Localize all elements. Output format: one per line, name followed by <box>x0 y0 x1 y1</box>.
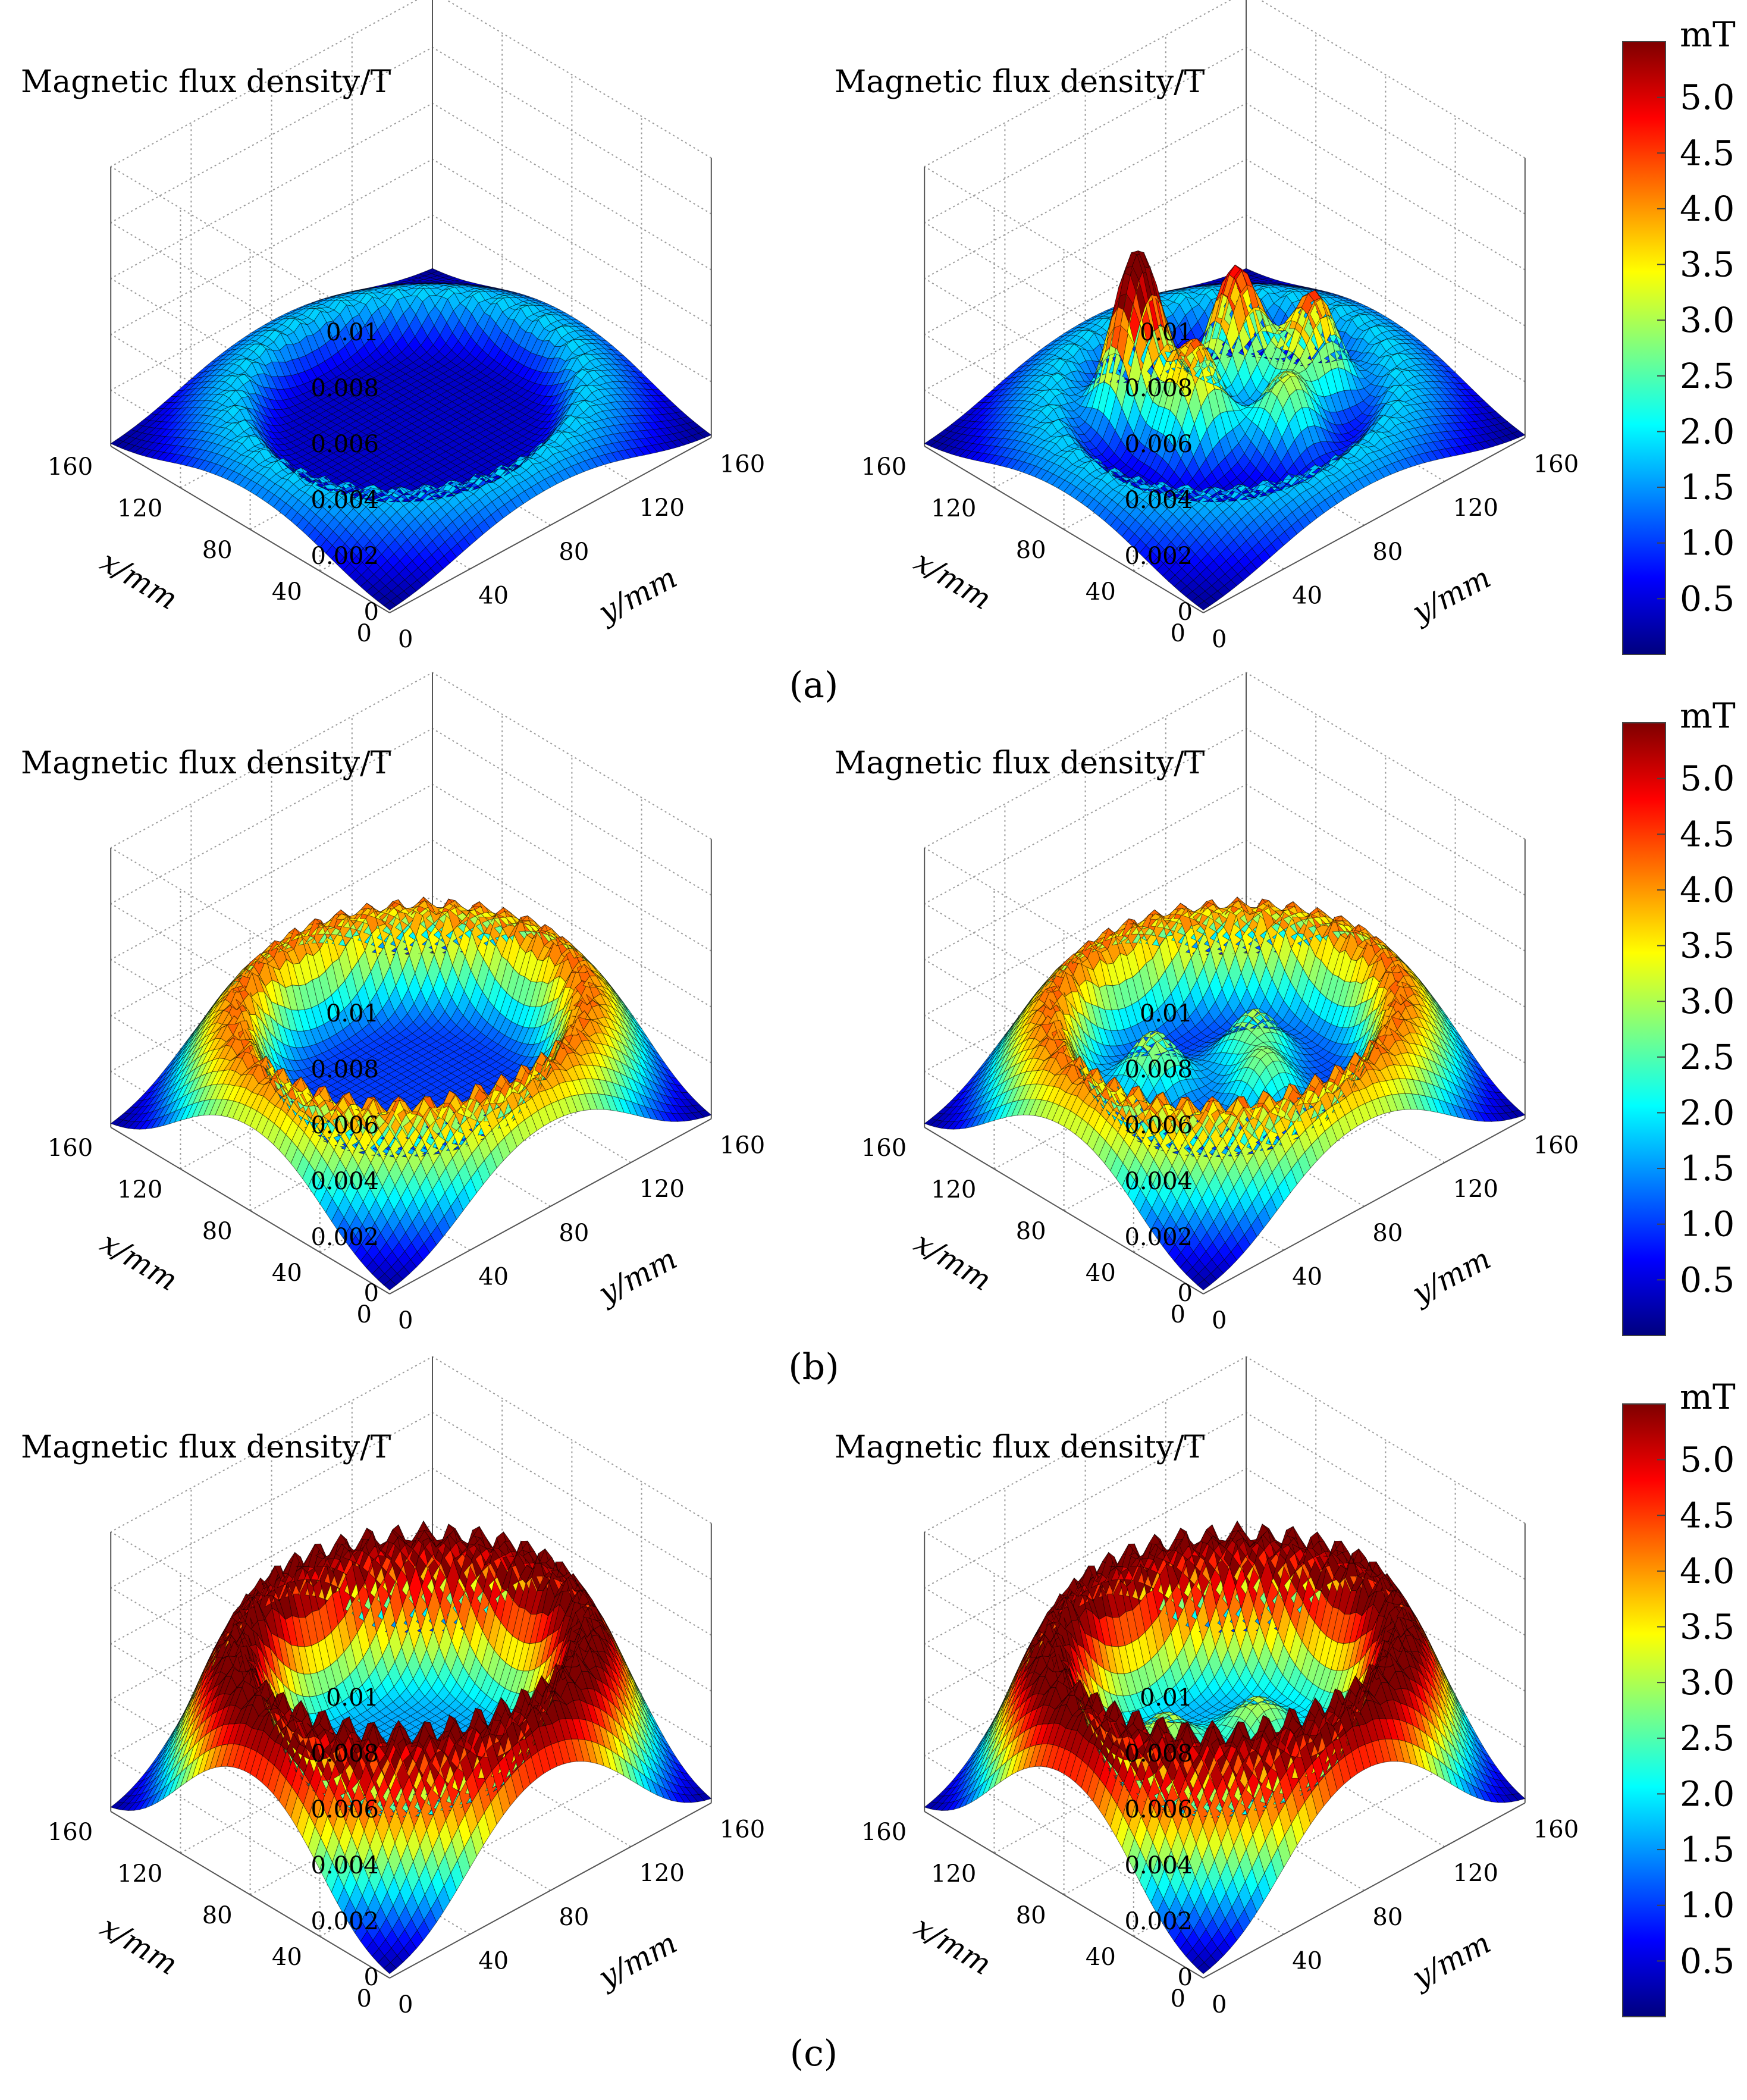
y-tick-label: 160 <box>1533 451 1579 478</box>
x-tick-label: 160 <box>861 453 907 481</box>
z-tick-label: 0.006 <box>1124 431 1193 458</box>
y-tick-label: 120 <box>639 494 685 522</box>
z-tick-label: 0.004 <box>310 487 379 514</box>
y-tick-label: 40 <box>1292 582 1322 609</box>
z-tick-label: 0.01 <box>1140 319 1193 346</box>
x-tick-label: 80 <box>1016 537 1046 564</box>
z-tick-label: 0.002 <box>1124 543 1193 570</box>
y-axis-label: y/mm <box>1406 560 1497 631</box>
y-tick-label: 160 <box>720 451 765 478</box>
z-tick-label: 0.01 <box>326 319 379 346</box>
y-tick-label: 80 <box>559 538 589 566</box>
y-axis-label: y/mm <box>592 560 683 631</box>
panel-a-right: 00.0020.0040.0060.0080.01040801201600408… <box>835 0 1579 653</box>
surface <box>110 896 712 1291</box>
panel-b-left: 00.0020.0040.0060.0080.01040801201600408… <box>21 672 765 1334</box>
x-axis-label: x/mm <box>95 544 184 617</box>
x-tick-label: 0 <box>357 620 372 647</box>
x-axis-line <box>110 446 390 613</box>
z-gridline-left <box>110 166 390 334</box>
surface <box>924 250 1526 611</box>
y-tick-label: 120 <box>1453 494 1498 522</box>
y-tick-label: 0 <box>1212 626 1227 653</box>
x-tick-label: 80 <box>202 537 233 564</box>
x-tick-label: 40 <box>272 578 302 606</box>
x-tick-label: 160 <box>48 453 93 481</box>
z-gridline <box>110 102 712 279</box>
x-tick-label: 40 <box>1086 578 1116 606</box>
panel-title: Magnetic flux density/T <box>835 64 1205 100</box>
panel-a-left: 00.0020.0040.0060.0080.01040801201600408… <box>21 0 765 653</box>
axes <box>110 0 712 613</box>
x-tick-label: 120 <box>117 495 162 522</box>
y-tick-label: 40 <box>478 582 509 609</box>
y-tick-label: 80 <box>1372 538 1403 566</box>
z-tick-label: 0.006 <box>310 431 379 458</box>
z-tick-label: 0.008 <box>310 375 379 402</box>
z-tick-label: 0.008 <box>1124 375 1193 402</box>
x-tick-label: 0 <box>1171 620 1185 647</box>
panel-title: Magnetic flux density/T <box>21 64 391 100</box>
surface <box>110 268 712 611</box>
z-gridline <box>924 102 1526 279</box>
x-axis-label: x/mm <box>908 544 998 617</box>
x-tick-label: 120 <box>931 495 976 522</box>
y-tick-label: 0 <box>398 626 413 653</box>
y-axis-line <box>389 437 712 613</box>
z-tick-label: 0.002 <box>310 543 379 570</box>
z-tick-label: 0.004 <box>1124 487 1193 514</box>
